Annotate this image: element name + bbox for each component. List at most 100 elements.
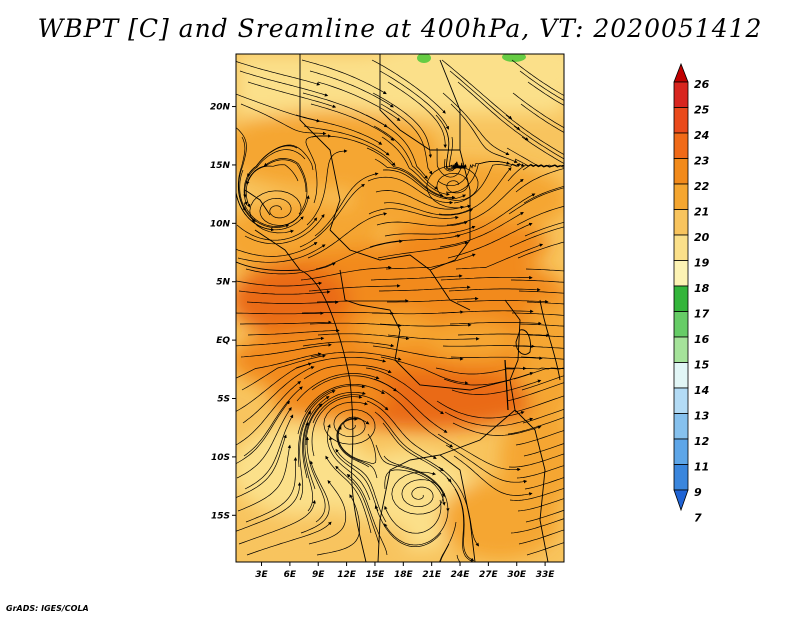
streamline: [366, 147, 444, 197]
streamline: [371, 59, 446, 114]
streamline: [381, 136, 450, 196]
border-line: [394, 359, 511, 391]
colorbar-level-label: 24: [694, 129, 709, 142]
streamline: [304, 403, 323, 490]
streamline: [295, 114, 383, 145]
streamline: [520, 356, 564, 360]
colorbar-swatch: [673, 336, 689, 363]
lat-tick-label: 15S: [211, 511, 230, 521]
streamline: [314, 172, 379, 237]
colorbar-top-arrow: [673, 62, 689, 83]
streamline: [297, 390, 336, 468]
streamline: [247, 81, 337, 108]
streamline: [379, 70, 449, 130]
streamline: [441, 59, 513, 120]
streamline: [521, 136, 564, 164]
colorbar-level-label: 11: [694, 461, 709, 474]
lat-tick-label: EQ: [216, 336, 230, 346]
border-line: [329, 229, 471, 311]
streamline: [452, 422, 542, 436]
streamline: [366, 400, 437, 460]
streamline: [455, 243, 544, 270]
streamline: [439, 212, 524, 248]
streamline: [346, 473, 388, 556]
streamline: [263, 158, 308, 215]
streamline: [440, 275, 533, 281]
streamline: [302, 396, 330, 479]
streamline: [436, 147, 467, 178]
vortex-streamline: [391, 471, 444, 515]
border-line: [244, 189, 271, 216]
streamline: [453, 455, 533, 496]
streamline: [237, 444, 292, 512]
streamline: [247, 328, 340, 336]
streamline: [526, 542, 564, 556]
streamline: [450, 103, 518, 163]
colorbar-level-label: 15: [694, 359, 710, 372]
streamline: [239, 70, 329, 97]
streamline: [370, 274, 463, 281]
streamline: [385, 253, 476, 270]
colorbar-swatch: [673, 362, 689, 389]
colorbar-swatch: [673, 107, 689, 134]
streamline: [513, 125, 564, 160]
colorbar-swatch: [673, 413, 689, 440]
streamline: [244, 414, 294, 490]
streamline: [382, 169, 467, 200]
streamline: [304, 383, 385, 413]
colorbar-level-label: 14: [694, 384, 709, 397]
lat-tick-label: 10S: [211, 453, 230, 463]
streamline: [454, 193, 536, 237]
streamline: [305, 134, 332, 204]
streamline: [381, 389, 454, 448]
streamline: [372, 345, 464, 361]
streamline: [376, 221, 468, 227]
lat-tick-label: 5N: [216, 278, 230, 288]
streamline: [449, 70, 521, 131]
border-line: [514, 409, 549, 562]
streamline: [446, 477, 475, 562]
streamline: [384, 510, 449, 546]
streamline: [236, 362, 312, 412]
colorbar: 26 25 24 23 22 21 20 19 18 17 16 15 14 13 12 11 9 7: [673, 62, 710, 525]
colorbar-swatch: [673, 285, 689, 312]
streamline: [245, 262, 336, 275]
streamline: [236, 217, 318, 241]
streamline: [512, 92, 564, 129]
lon-tick-label: 18E: [394, 570, 414, 580]
streamline: [246, 159, 307, 193]
border-line: [439, 454, 476, 562]
lon-tick-label: 33E: [536, 570, 556, 580]
streamline: [523, 185, 564, 204]
streamline: [507, 417, 564, 435]
streamline: [506, 382, 564, 402]
streamline: [441, 309, 534, 314]
streamline: [380, 103, 433, 175]
streamline: [297, 384, 366, 435]
streamline: [437, 433, 521, 472]
streamline: [240, 320, 332, 325]
streamline: [456, 299, 549, 304]
streamline: [514, 395, 564, 413]
chart-title: WBPT [C] and Sreamline at 400hPa, VT: 20…: [37, 14, 763, 43]
streamline: [308, 284, 401, 292]
colorbar-level-label: 17: [694, 308, 710, 321]
streamline: [247, 144, 314, 177]
streamline: [306, 149, 348, 226]
streamline: [438, 466, 480, 547]
streamline: [365, 367, 444, 415]
streamline: [517, 498, 564, 512]
streamline: [505, 114, 564, 155]
streamline: [307, 212, 388, 259]
lat-tick-label: 20N: [210, 103, 231, 113]
border-line: [379, 54, 461, 151]
streamline: [506, 367, 564, 370]
streamline: [511, 59, 564, 96]
streamline: [243, 386, 303, 457]
streamline: [515, 430, 564, 446]
plot-frame: [235, 53, 565, 563]
streamline: [435, 366, 527, 375]
streamline: [302, 341, 395, 348]
streamline: [241, 354, 326, 391]
